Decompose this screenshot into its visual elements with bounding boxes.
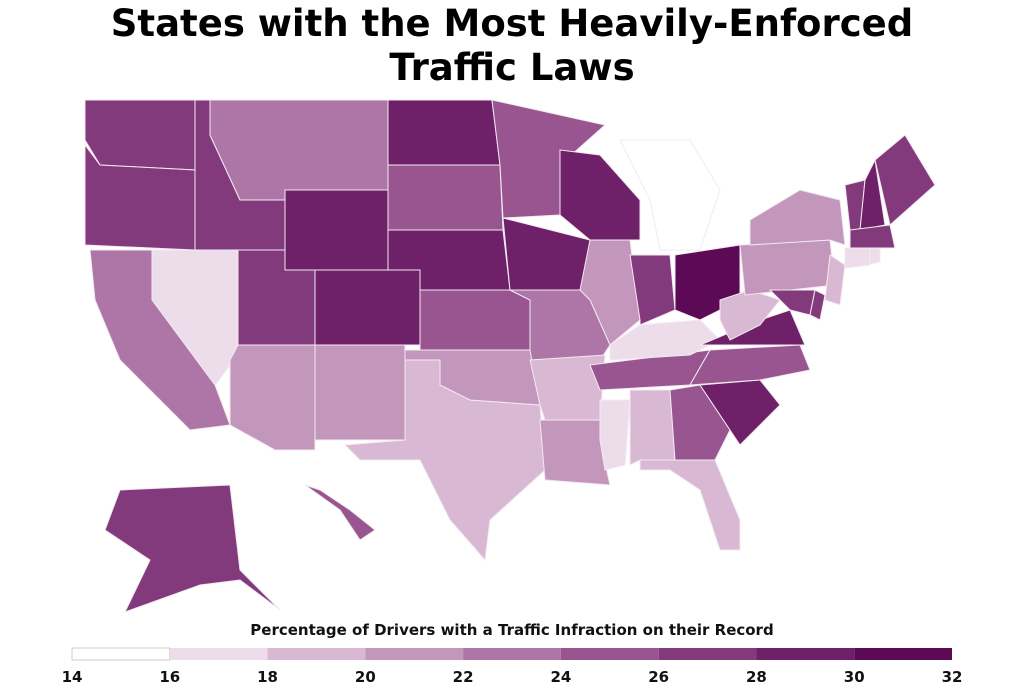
region xyxy=(387,164,504,231)
region xyxy=(849,224,896,249)
region xyxy=(404,349,541,406)
region xyxy=(559,149,641,241)
region xyxy=(874,134,936,226)
legend-tick-label: 18 xyxy=(257,668,278,686)
region xyxy=(229,344,316,451)
legend-title: Percentage of Drivers with a Traffic Inf… xyxy=(250,621,773,639)
region xyxy=(84,99,196,171)
region xyxy=(419,289,531,351)
region xyxy=(209,99,389,201)
region xyxy=(314,269,421,346)
legend-tick-label: 28 xyxy=(746,668,767,686)
legend-tick-label: 32 xyxy=(942,668,963,686)
legend-swatch xyxy=(169,648,268,660)
region xyxy=(629,389,676,466)
legend-swatch xyxy=(463,648,561,660)
region xyxy=(689,344,811,386)
region xyxy=(844,247,871,269)
region xyxy=(619,139,721,251)
legend-tick-label: 30 xyxy=(844,668,865,686)
region xyxy=(749,189,846,246)
legend-swatch xyxy=(560,648,659,660)
legend-swatch xyxy=(756,648,855,660)
legend-swatch xyxy=(658,648,757,660)
region xyxy=(509,289,611,361)
region xyxy=(809,289,826,321)
region xyxy=(669,384,731,461)
region xyxy=(387,99,501,166)
legend-tick-label: 16 xyxy=(159,668,180,686)
region xyxy=(869,247,881,265)
region xyxy=(314,344,406,441)
region xyxy=(824,254,846,306)
region xyxy=(284,189,389,271)
legend-tick-label: 22 xyxy=(453,668,474,686)
legend-tick-label: 14 xyxy=(62,668,83,686)
legend-tick-label: 20 xyxy=(355,668,376,686)
region xyxy=(629,254,676,326)
legend-tick-label: 26 xyxy=(648,668,669,686)
region xyxy=(639,459,741,551)
region xyxy=(104,484,281,613)
legend-swatch xyxy=(854,648,952,660)
region xyxy=(739,239,836,296)
legend-tick-label: 24 xyxy=(550,668,571,686)
region xyxy=(859,158,886,231)
legend-swatch xyxy=(365,648,464,660)
region xyxy=(304,484,376,541)
title: States with the Most Heavily-Enforced Tr… xyxy=(110,2,914,89)
legend-swatch xyxy=(267,648,366,660)
legend-swatch xyxy=(71,647,171,661)
region xyxy=(599,399,631,471)
